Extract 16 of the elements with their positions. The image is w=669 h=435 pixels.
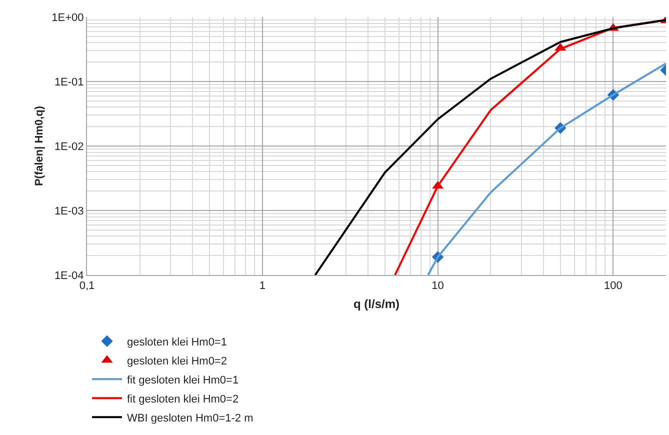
x-tick-label: 1 [259, 280, 266, 292]
legend-label: fit gesloten klei Hm0=1 [127, 374, 239, 386]
y-tick-label: 1E-02 [54, 140, 84, 153]
y-tick-label: 1E-03 [54, 205, 84, 218]
x-axis-title: q (l/s/m) [353, 297, 400, 312]
legend-label: fit gesloten klei Hm0=2 [127, 393, 239, 406]
x-tick-label: 0,1 [79, 280, 95, 292]
x-tick-label: 10 [432, 280, 444, 292]
y-tick-label: 1E+00 [52, 12, 84, 24]
legend-label: gesloten klei Hm0=2 [127, 355, 227, 368]
x-tick-label: 100 [604, 280, 622, 292]
y-axis-title: P(falen| Hm0,q) [33, 106, 46, 186]
legend-label: WBI gesloten Hm0=1-2 m [127, 412, 254, 424]
y-tick-label: 1E-01 [54, 76, 84, 88]
legend-label: gesloten klei Hm0=1 [127, 336, 227, 348]
y-tick-label: 1E-04 [54, 270, 84, 282]
